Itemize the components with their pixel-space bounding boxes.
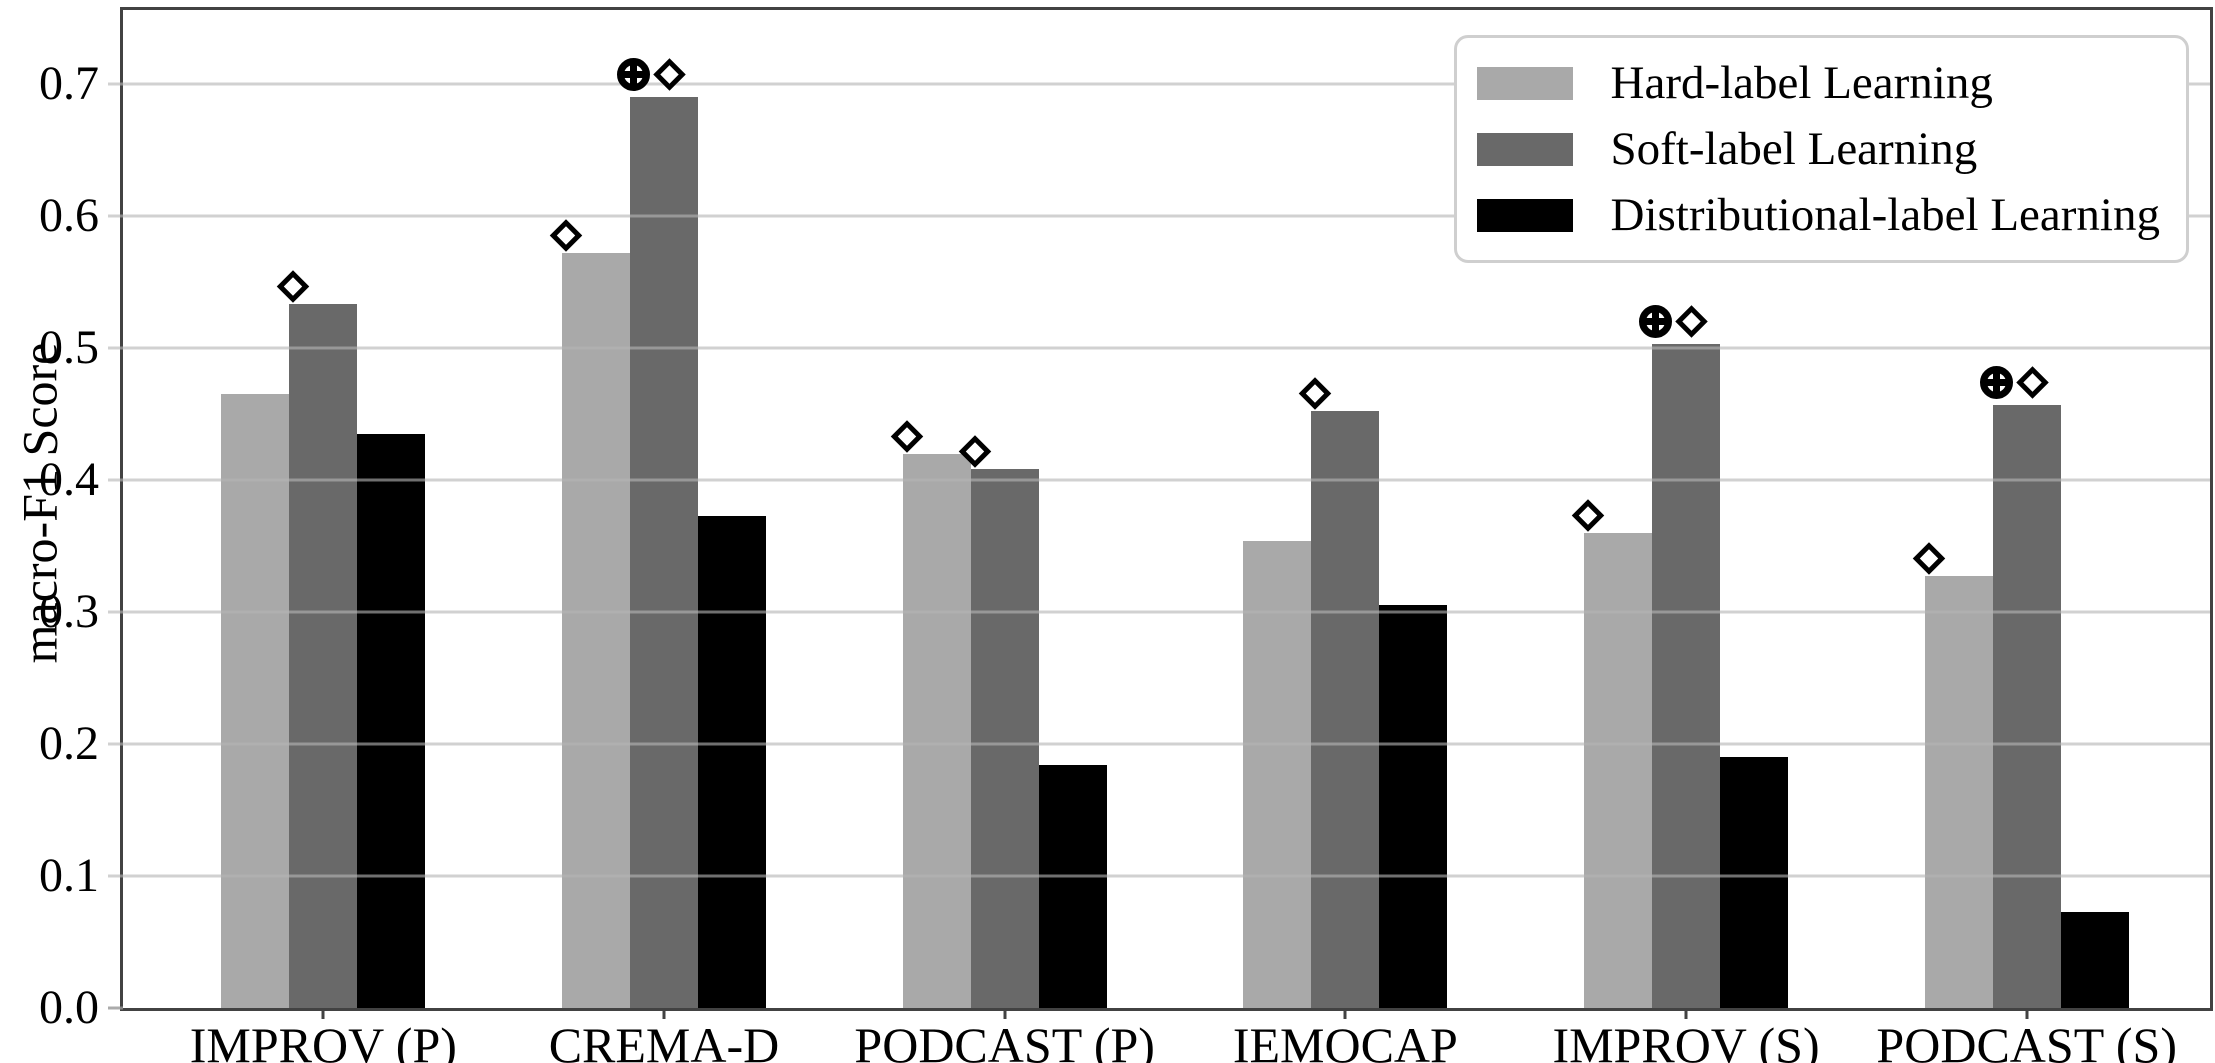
legend-swatch-soft (1476, 132, 1573, 166)
circled-plus-marker (616, 58, 650, 92)
bar-group-improv-p- (221, 10, 426, 1008)
bar-soft-2 (629, 97, 698, 1008)
bar-hard-2 (561, 252, 630, 1008)
y-tick-label: 0.7 (39, 56, 99, 110)
bar-soft-1 (289, 304, 358, 1008)
diamond-marker (958, 435, 991, 469)
circled-plus-marker (1639, 305, 1673, 338)
gridline-0.7 (108, 82, 2210, 86)
x-axis-label: PODCAST (S) (1876, 1017, 2177, 1063)
marker-row (1912, 542, 1945, 576)
bar-distributional-5 (1720, 757, 1789, 1008)
gridline-0.3 (108, 610, 2210, 614)
x-axis-label: PODCAST (P) (854, 1017, 1155, 1063)
x-tick (1684, 1008, 1688, 1019)
x-tick (321, 1008, 325, 1019)
x-tick (2025, 1008, 2029, 1019)
gridline-0.5 (108, 346, 2210, 350)
diamond-marker (2015, 365, 2049, 399)
y-tick-label: 0.3 (39, 584, 99, 638)
diamond-marker (1912, 542, 1945, 576)
x-axis-label: IMPROV (P) (189, 1017, 457, 1063)
diamond-marker (1675, 305, 1708, 338)
y-tick-label: 0.0 (39, 981, 99, 1034)
bar-distributional-3 (1038, 765, 1107, 1008)
plot-area: Hard-label Learning Soft-label Learning … (39, 7, 2213, 1063)
y-tick-label: 0.5 (39, 320, 99, 374)
x-tick (662, 1008, 666, 1019)
bar-group-podcast-p- (902, 10, 1107, 1008)
legend-label-hard: Hard-label Learning (1610, 56, 1993, 109)
diamond-marker (890, 419, 923, 453)
bar-distributional-6 (2060, 911, 2129, 1008)
bar-group-podcast-s- (1924, 10, 2129, 1008)
legend-swatch-distributional (1476, 198, 1573, 232)
marker-row (958, 435, 991, 469)
marker-row (1979, 365, 2049, 399)
diamond-marker (1571, 499, 1605, 532)
bar-distributional-2 (697, 515, 766, 1008)
diamond-marker (277, 270, 310, 304)
legend-item-hard: Hard-label Learning (1476, 50, 2160, 116)
bar-group-improv-s- (1584, 10, 1789, 1008)
bar-distributional-1 (357, 433, 426, 1008)
x-axis-label: IEMOCAP (1232, 1017, 1458, 1063)
bar-hard-1 (221, 394, 290, 1008)
ytick-0 (108, 1006, 123, 1010)
marker-row (616, 58, 686, 92)
gridline-0.1 (108, 874, 2210, 878)
x-axis-label: IMPROV (S) (1552, 1017, 1820, 1063)
bar-hard-6 (1924, 576, 1993, 1008)
diamond-marker (549, 219, 583, 252)
bar-soft-3 (970, 469, 1039, 1008)
y-tick-label: 0.1 (39, 849, 99, 902)
bar-hard-3 (902, 453, 971, 1008)
marker-row (549, 219, 583, 252)
legend: Hard-label Learning Soft-label Learning … (1453, 35, 2189, 263)
y-tick-label: 0.4 (39, 452, 99, 506)
legend-label-distributional: Distributional-label Learning (1610, 188, 2160, 241)
marker-row (1299, 377, 1332, 411)
legend-label-soft: Soft-label Learning (1610, 122, 1978, 175)
bar-soft-5 (1652, 344, 1721, 1008)
bar-soft-4 (1311, 411, 1380, 1008)
marker-row (1639, 305, 1708, 338)
marker-row (890, 419, 923, 453)
bar-hard-5 (1584, 532, 1653, 1008)
marker-row (1571, 499, 1605, 532)
x-axis-label: CREMA-D (548, 1017, 780, 1063)
x-tick (1343, 1008, 1347, 1019)
marker-row (277, 270, 310, 304)
x-tick (1003, 1008, 1007, 1019)
y-tick-label: 0.6 (39, 188, 99, 242)
gridline-0.6 (108, 214, 2210, 218)
circled-plus-marker (1979, 365, 2013, 399)
diamond-marker (1299, 377, 1332, 411)
gridline-0.4 (108, 478, 2210, 482)
bar-distributional-4 (1379, 605, 1448, 1008)
bar-hard-4 (1243, 540, 1312, 1008)
bar-group-crema-d (561, 10, 766, 1008)
diamond-marker (653, 58, 686, 91)
legend-item-distributional: Distributional-label Learning (1476, 182, 2160, 248)
legend-item-soft: Soft-label Learning (1476, 116, 2160, 182)
gridline-0.2 (108, 742, 2210, 746)
y-tick-label: 0.2 (39, 716, 99, 770)
bar-soft-6 (1992, 404, 2061, 1008)
legend-swatch-hard (1476, 66, 1573, 100)
bar-group-iemocap (1243, 10, 1448, 1008)
